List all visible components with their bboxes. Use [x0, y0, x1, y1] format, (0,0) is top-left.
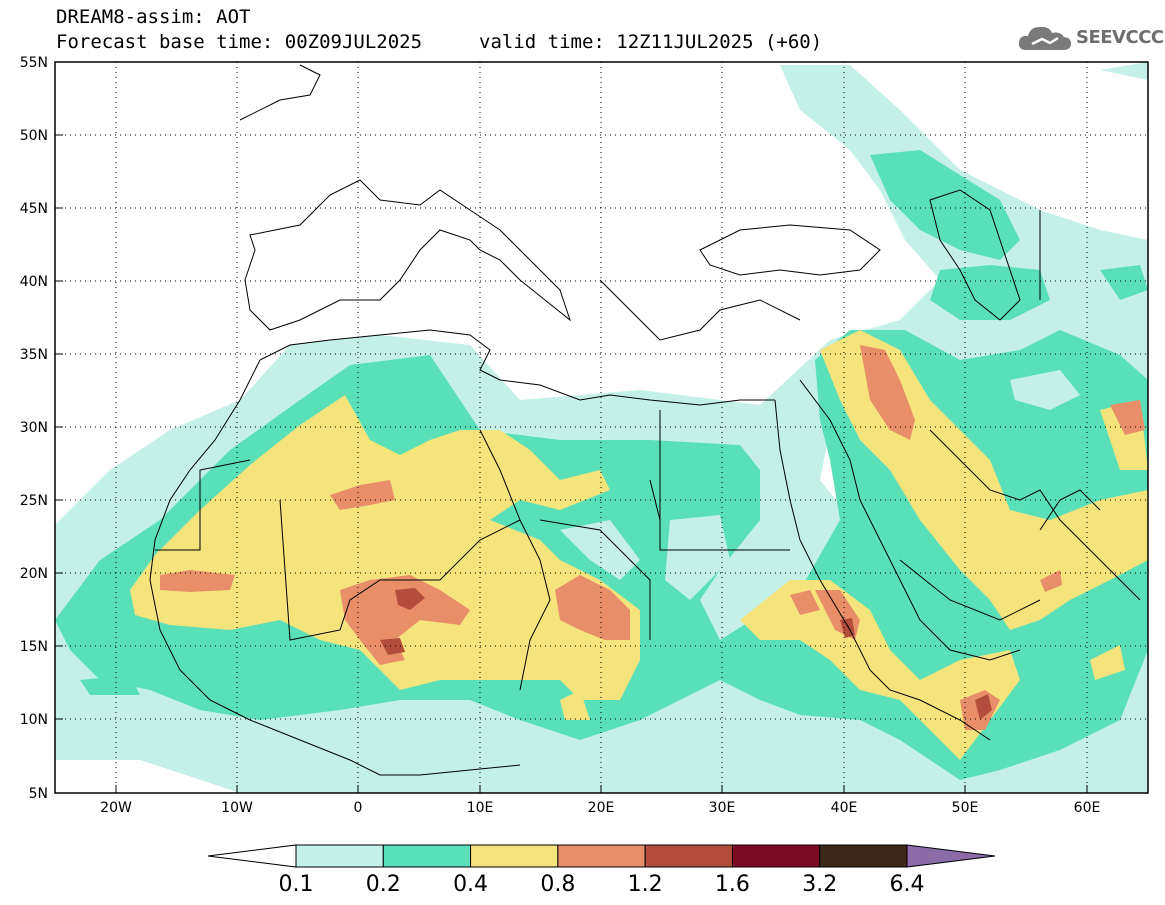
base-time-label: Forecast base time: 00Z09JUL2025 — [56, 31, 423, 53]
colorbar-swatch — [731, 844, 821, 868]
lon-label: 40E — [831, 800, 858, 816]
lat-label: 20N — [20, 566, 48, 582]
colorbar-swatch — [557, 844, 646, 868]
lon-label: 30E — [709, 800, 736, 816]
product-title: DREAM8-assim: AOT — [56, 6, 251, 28]
colorbar-arrow-high — [906, 844, 996, 868]
colorbar-swatch — [295, 844, 384, 868]
colorbar-swatch — [470, 844, 559, 868]
colorbar-swatch — [382, 844, 472, 868]
lat-label: 50N — [20, 128, 48, 144]
colorbar-label: 0.1 — [279, 872, 314, 897]
lat-label: 45N — [20, 201, 48, 217]
colorbar-label: 6.4 — [890, 872, 925, 897]
lat-label: 25N — [20, 493, 48, 509]
graticule — [55, 62, 1148, 793]
lat-label: 55N — [20, 55, 48, 71]
colorbar-label: 3.2 — [802, 872, 837, 897]
lon-label: 60E — [1074, 800, 1101, 816]
lon-label: 10W — [221, 800, 253, 816]
lon-label: 0 — [354, 800, 363, 816]
colorbar-swatch — [644, 844, 733, 868]
lat-label: 15N — [20, 639, 48, 655]
lat-label: 10N — [20, 712, 48, 728]
coastlines — [149, 64, 1141, 776]
colorbar-arrow-low — [207, 844, 297, 868]
colorbar-swatch — [819, 844, 908, 868]
lon-label: 20W — [100, 800, 132, 816]
colorbar-label: 1.6 — [715, 872, 750, 897]
colorbar-label: 0.8 — [540, 872, 575, 897]
lat-label: 30N — [20, 420, 48, 436]
lon-labels: 20W 10W 0 10E 20E 30E 40E 50E 60E — [100, 800, 1100, 816]
cloud-icon — [1018, 26, 1072, 50]
valid-time-label: valid time: 12Z11JUL2025 (+60) — [479, 31, 823, 53]
lon-label: 50E — [952, 800, 979, 816]
lat-label: 5N — [29, 786, 48, 802]
lon-label: 20E — [588, 800, 615, 816]
lat-label: 35N — [20, 347, 48, 363]
lat-labels: 55N 50N 45N 40N 35N 30N 25N 20N 15N 10N … — [20, 55, 48, 802]
colorbar-label: 0.2 — [366, 872, 401, 897]
colorbar-label: 0.4 — [453, 872, 488, 897]
lat-label: 40N — [20, 274, 48, 290]
colorbar: 0.1 0.2 0.4 0.8 1.2 1.6 3.2 6.4 — [207, 844, 996, 897]
lon-label: 10E — [467, 800, 494, 816]
seevccc-logo: SEEVCCC — [1018, 22, 1164, 54]
colorbar-label: 1.2 — [628, 872, 663, 897]
logo-text: SEEVCCC — [1076, 27, 1164, 48]
ticks — [55, 61, 1088, 794]
